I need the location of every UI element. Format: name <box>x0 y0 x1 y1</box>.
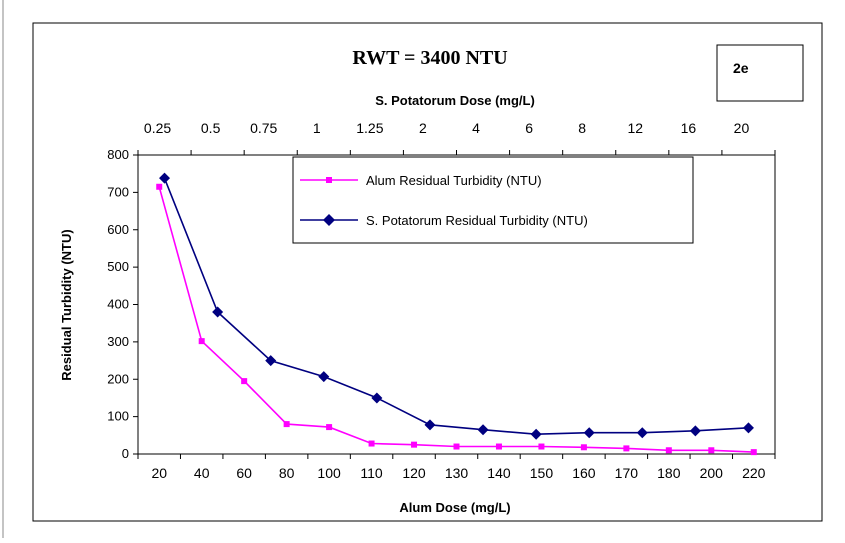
alum-point <box>411 441 418 448</box>
y-tick-label: 0 <box>122 446 129 461</box>
x-tick-label: 60 <box>236 465 252 481</box>
alum-point <box>495 443 502 450</box>
top-tick-label: 0.5 <box>201 120 221 136</box>
potatorum-point <box>424 419 436 431</box>
x-tick-label: 120 <box>402 465 426 481</box>
potatorum-point <box>583 427 595 439</box>
y-tick-label: 200 <box>107 371 129 386</box>
top-tick-label: 1.25 <box>356 120 383 136</box>
x-tick-label: 20 <box>151 465 167 481</box>
potatorum-point <box>318 371 330 383</box>
top-tick-label: 12 <box>628 120 644 136</box>
top-tick-label: 0.75 <box>250 120 277 136</box>
potatorum-point <box>371 392 383 404</box>
legend-label-potatorum: S. Potatorum Residual Turbidity (NTU) <box>366 213 588 228</box>
y-tick-label: 300 <box>107 334 129 349</box>
legend-marker-alum <box>326 177 332 183</box>
top-tick-label: 16 <box>681 120 697 136</box>
potatorum-point <box>265 355 277 367</box>
alum-point <box>198 338 205 345</box>
x-tick-label: 110 <box>360 465 383 481</box>
alum-point <box>665 447 672 454</box>
y-tick-label: 600 <box>107 222 129 237</box>
potatorum-point <box>212 306 224 318</box>
potatorum-point <box>530 428 542 440</box>
alum-point <box>453 443 460 450</box>
alum-point <box>623 445 630 452</box>
top-tick-label: 8 <box>578 120 586 136</box>
top-tick-label: 6 <box>525 120 533 136</box>
potatorum-point <box>636 427 648 439</box>
y-tick-label: 500 <box>107 259 129 274</box>
alum-point <box>538 443 545 450</box>
potatorum-point <box>689 425 701 437</box>
figure-badge-box <box>716 44 804 102</box>
legend-label-alum: Alum Residual Turbidity (NTU) <box>366 173 542 188</box>
y-axis-label: Residual Turbidity (NTU) <box>59 229 74 380</box>
figure-badge: 2e <box>733 60 749 76</box>
alum-point <box>283 421 290 428</box>
top-tick-label: 20 <box>734 120 750 136</box>
y-tick-label: 800 <box>107 147 129 162</box>
legend-marker-potatorum <box>323 214 335 226</box>
alum-point <box>326 424 333 431</box>
x-tick-label: 200 <box>700 465 724 481</box>
x-tick-label: 180 <box>657 465 681 481</box>
x-tick-label: 170 <box>615 465 639 481</box>
potatorum-point <box>477 424 489 436</box>
y-tick-label: 400 <box>107 297 129 312</box>
top-tick-label: 4 <box>472 120 480 136</box>
alum-point <box>750 449 757 456</box>
x-tick-label: 160 <box>572 465 596 481</box>
series-line-1 <box>163 177 749 436</box>
x-tick-label: 130 <box>445 465 469 481</box>
x-axis-label: Alum Dose (mg/L) <box>399 500 510 515</box>
x-tick-label: 100 <box>317 465 341 481</box>
alum-point <box>156 183 163 190</box>
chart-frame <box>32 22 823 522</box>
x-tick-label: 80 <box>279 465 295 481</box>
alum-point <box>368 440 375 447</box>
x-tick-label: 220 <box>742 465 766 481</box>
x-tick-label: 40 <box>194 465 210 481</box>
series-layer <box>156 172 757 456</box>
y-tick-label: 100 <box>107 409 129 424</box>
alum-point <box>580 444 587 451</box>
y-tick-label: 700 <box>107 184 129 199</box>
top-tick-label: 0.25 <box>144 120 171 136</box>
alum-point <box>241 378 248 385</box>
x-tick-label: 140 <box>487 465 511 481</box>
x-tick-label: 150 <box>530 465 554 481</box>
alum-point <box>708 447 715 454</box>
legend: Alum Residual Turbidity (NTU) S. Potator… <box>292 156 694 244</box>
legend-box <box>292 156 694 244</box>
potatorum-point <box>742 422 754 434</box>
chart-title: RWT = 3400 NTU <box>352 47 507 69</box>
top-axis-label: S. Potatorum Dose (mg/L) <box>375 93 535 108</box>
top-tick-label: 1 <box>313 120 321 136</box>
top-tick-label: 2 <box>419 120 427 136</box>
potatorum-point <box>159 172 171 184</box>
axis-ticks: 0 100 200 300 400 500 600 700 800 20 40 60 80 100 110 1… <box>107 120 776 481</box>
